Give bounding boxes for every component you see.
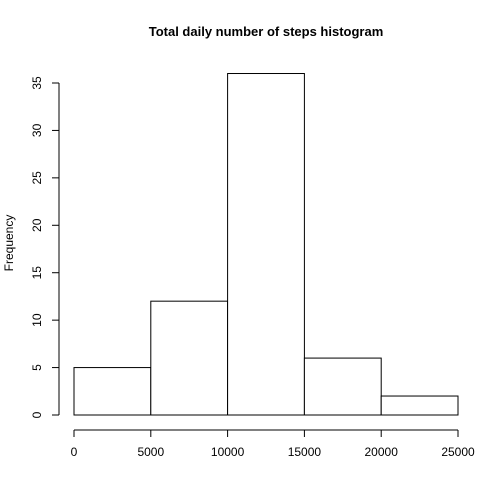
- bars-layer: [73, 73, 459, 416]
- x-tick-label: 20000: [365, 445, 399, 459]
- chart-title: Total daily number of steps histogram: [149, 24, 384, 39]
- y-tick-label: 0: [30, 411, 44, 418]
- x-tick-label: 10000: [211, 445, 245, 459]
- x-axis: 0 5000 10000 15000 20000 25000: [71, 429, 475, 459]
- x-tick-label: 25000: [441, 445, 475, 459]
- y-tick-label: 20: [30, 218, 44, 232]
- histogram-bar-1: [150, 300, 229, 416]
- y-tick-label: 25: [30, 171, 44, 185]
- y-tick-label: 35: [30, 76, 44, 90]
- histogram-bar-2: [227, 73, 305, 416]
- y-tick-label: 15: [30, 266, 44, 280]
- x-tick-label: 15000: [288, 445, 322, 459]
- y-tick-label: 10: [30, 313, 44, 327]
- histogram-bar-0: [73, 367, 152, 416]
- y-axis-label: Frequency: [2, 215, 16, 272]
- y-tick-label: 5: [30, 364, 44, 371]
- y-axis: 0 5 10 15 20 25 30 35: [30, 76, 60, 418]
- y-tick-label: 30: [30, 123, 44, 137]
- histogram-bar-3: [303, 357, 382, 416]
- histogram-bar-4: [380, 395, 459, 416]
- x-tick-label: 0: [71, 445, 78, 459]
- x-tick-label: 5000: [137, 445, 164, 459]
